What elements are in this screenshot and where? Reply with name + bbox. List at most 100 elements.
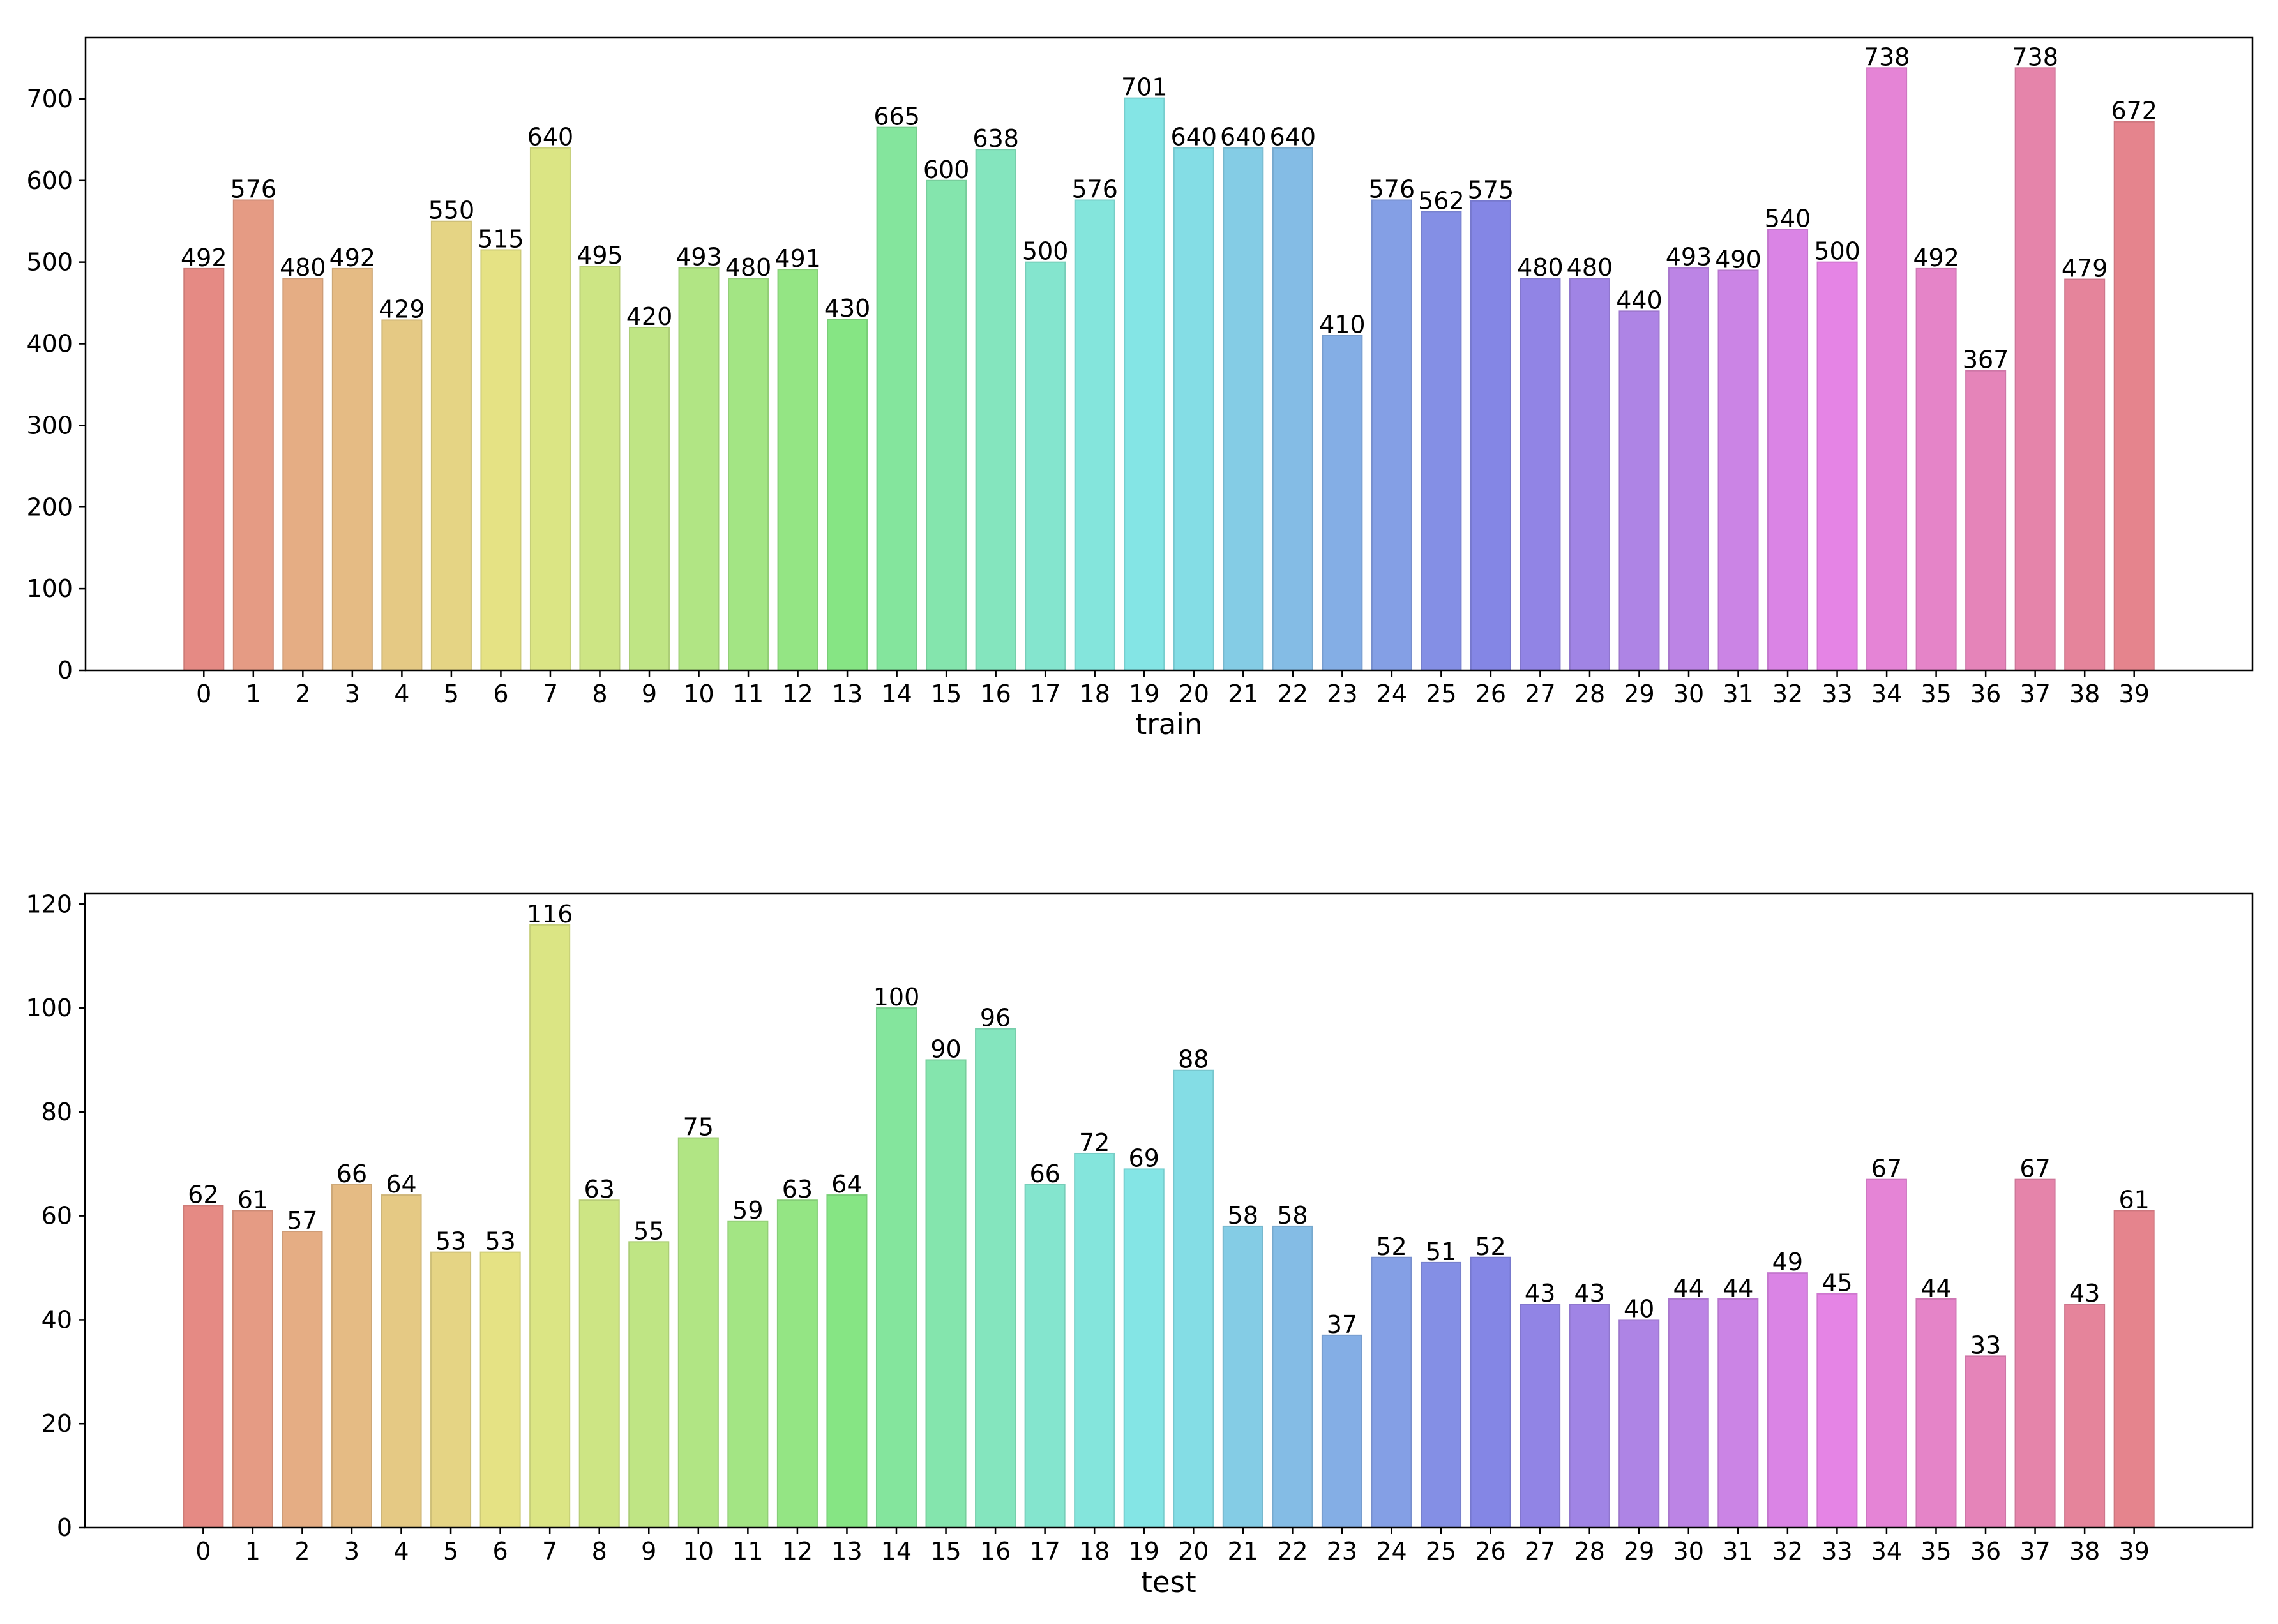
test-bar-20	[1173, 1069, 1214, 1528]
train-bar-23	[1322, 335, 1363, 671]
test-bar-value-label: 58	[1277, 1201, 1308, 1229]
test-bar-value-label: 72	[1079, 1129, 1110, 1157]
test-x-tick-label: 37	[2019, 1537, 2050, 1565]
train-bar-value-label: 738	[2012, 43, 2058, 71]
train-x-tick-label: 15	[931, 680, 962, 708]
train-bar-value-label: 701	[1121, 73, 1168, 102]
train-bar-15	[926, 179, 967, 671]
train-bar-value-label: 440	[1616, 286, 1663, 314]
test-bar-value-label: 66	[1029, 1160, 1060, 1188]
test-bar-value-label: 66	[336, 1160, 367, 1188]
test-bar-35	[1915, 1298, 1957, 1528]
train-x-tick-label: 26	[1475, 680, 1506, 708]
train-bar-value-label: 575	[1468, 176, 1514, 204]
test-bar-value-label: 33	[1970, 1331, 2001, 1359]
test-x-tick-label: 27	[1525, 1537, 1555, 1565]
train-bar-31	[1717, 269, 1759, 671]
train-bar-value-label: 576	[230, 175, 277, 203]
train-x-tick-label: 6	[493, 680, 508, 708]
train-bar-value-label: 480	[1517, 253, 1564, 282]
train-bar-value-label: 515	[478, 225, 524, 253]
train-x-tick-label: 24	[1377, 680, 1407, 708]
test-x-tick-label: 17	[1029, 1537, 1060, 1565]
train-bar-38	[2064, 278, 2106, 671]
train-bar-value-label: 638	[972, 124, 1019, 153]
train-x-tick-label: 17	[1030, 680, 1060, 708]
train-x-tick-label: 9	[642, 680, 657, 708]
train-bar-12	[777, 269, 818, 671]
test-bar-value-label: 61	[238, 1186, 268, 1214]
train-bar-value-label: 420	[626, 303, 673, 331]
train-x-tick-label: 20	[1179, 680, 1209, 708]
test-bar-value-label: 52	[1475, 1233, 1505, 1261]
train-x-tick-label: 21	[1228, 680, 1258, 708]
train-x-tick-label: 1	[246, 680, 261, 708]
train-bar-value-label: 738	[1864, 43, 1910, 71]
test-x-tick-label: 14	[881, 1537, 912, 1565]
train-bar-22	[1272, 147, 1313, 671]
test-bar-4	[381, 1194, 422, 1528]
train-bar-value-label: 430	[824, 294, 871, 322]
test-y-tick-label: 60	[41, 1202, 72, 1230]
train-bar-5	[430, 220, 472, 671]
test-bar-value-label: 43	[1525, 1279, 1555, 1307]
test-bar-value-label: 61	[2118, 1186, 2149, 1214]
train-bar-value-label: 550	[428, 197, 475, 225]
test-x-tick-label: 24	[1376, 1537, 1407, 1565]
train-bar-29	[1618, 310, 1660, 671]
train-x-tick-label: 19	[1129, 680, 1159, 708]
test-x-tick-label: 28	[1574, 1537, 1604, 1565]
test-bar-19	[1123, 1168, 1165, 1528]
test-bar-30	[1668, 1298, 1709, 1528]
test-bar-value-label: 75	[683, 1113, 714, 1141]
train-bar-20	[1173, 147, 1214, 671]
test-bar-value-label: 44	[1673, 1274, 1704, 1302]
train-bar-value-label: 672	[2111, 97, 2157, 125]
train-bar-value-label: 493	[1666, 243, 1712, 271]
test-bar-value-label: 53	[485, 1228, 515, 1256]
test-bar-5	[430, 1251, 472, 1528]
train-bar-27	[1520, 278, 1561, 672]
train-bar-39	[2113, 121, 2155, 671]
test-bar-value-label: 90	[930, 1035, 961, 1063]
train-bar-value-label: 500	[1022, 237, 1069, 266]
train-bar-value-label: 600	[923, 156, 970, 184]
train-bar-value-label: 540	[1765, 205, 1811, 233]
train-bar-value-label: 429	[379, 295, 425, 323]
test-bar-value-label: 45	[1822, 1269, 1852, 1297]
test-bar-value-label: 49	[1772, 1248, 1803, 1276]
test-bar-38	[2064, 1304, 2106, 1528]
train-bar-4	[381, 319, 423, 671]
test-x-tick-label: 38	[2069, 1537, 2100, 1565]
test-bar-value-label: 63	[782, 1175, 813, 1203]
test-bar-12	[776, 1199, 818, 1528]
train-bar-24	[1371, 199, 1412, 671]
train-x-tick-label: 36	[1970, 680, 2001, 708]
train-plot-frame	[84, 36, 2254, 672]
train-x-tick-label: 39	[2119, 680, 2150, 708]
train-x-tick-label: 28	[1574, 680, 1605, 708]
train-bar-33	[1816, 261, 1858, 671]
test-x-tick-label: 5	[443, 1537, 458, 1565]
test-x-tick-label: 18	[1079, 1537, 1110, 1565]
test-x-tick-label: 2	[294, 1537, 310, 1565]
train-x-tick-label: 37	[2019, 680, 2050, 708]
train-bar-32	[1767, 229, 1809, 671]
train-x-tick-label: 7	[543, 680, 558, 708]
test-x-tick-label: 36	[1970, 1537, 2001, 1565]
test-bar-29	[1618, 1319, 1660, 1528]
test-bar-value-label: 64	[831, 1170, 862, 1198]
test-x-tick-label: 1	[245, 1537, 260, 1565]
test-bar-39	[2113, 1210, 2155, 1528]
test-y-tick-label: 100	[26, 994, 72, 1022]
test-x-axis-title: test	[1141, 1565, 1196, 1599]
train-x-tick-label: 23	[1327, 680, 1357, 708]
test-bar-27	[1520, 1304, 1561, 1528]
test-bars	[183, 924, 2155, 1529]
train-y-tick-label: 600	[26, 167, 73, 195]
train-x-tick-label: 38	[2069, 680, 2100, 708]
test-x-tick-label: 11	[732, 1537, 763, 1565]
test-x-tick-label: 7	[542, 1537, 557, 1565]
train-x-tick-label: 18	[1080, 680, 1110, 708]
